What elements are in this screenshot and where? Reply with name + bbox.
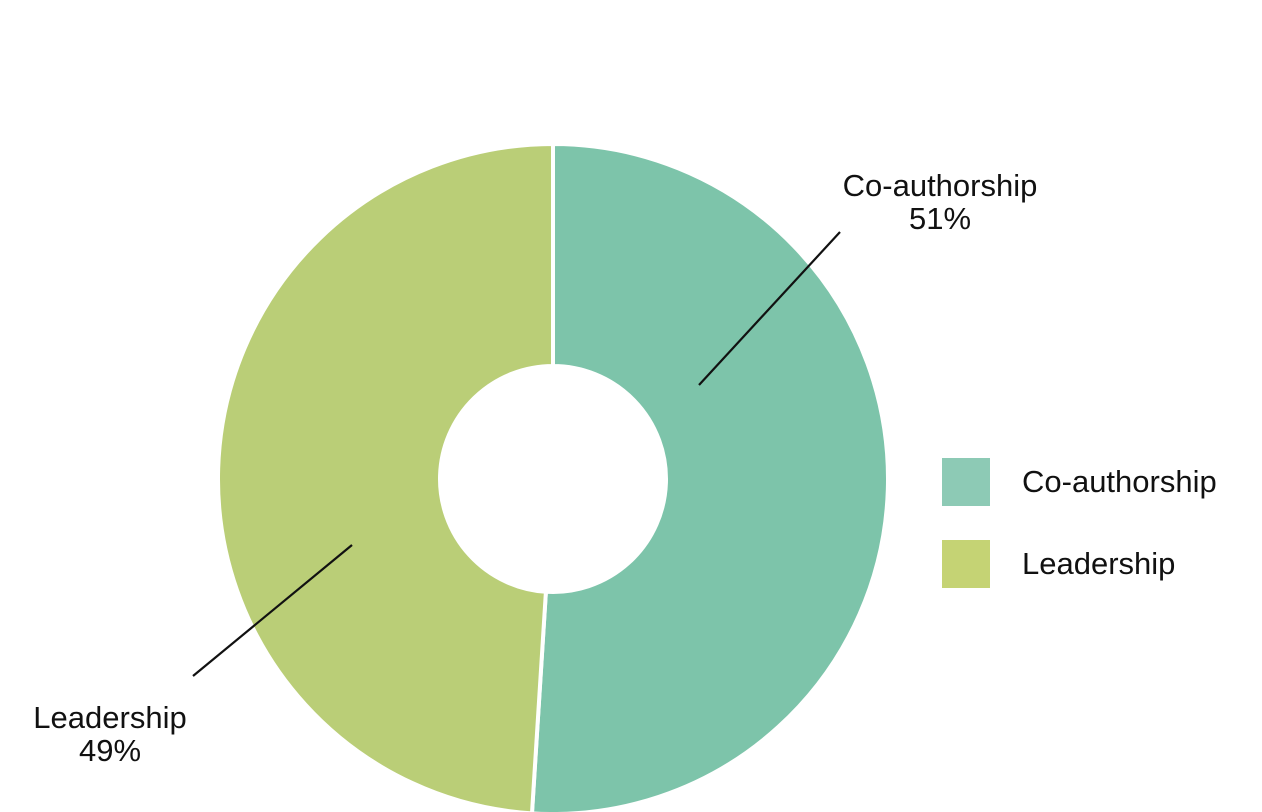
legend-item-co-authorship[interactable]: Co-authorship — [942, 458, 1217, 506]
leader-line-co-authorship — [698, 231, 841, 386]
data-label-name-co-authorship: Co-authorship — [843, 168, 1038, 203]
slice-leadership[interactable] — [216, 141, 555, 812]
legend-label-leadership: Leadership — [1022, 546, 1176, 581]
data-label-value-co-authorship: 51% — [909, 201, 971, 236]
slice-co-authorship[interactable] — [530, 141, 890, 812]
legend-swatch-leadership — [942, 540, 990, 588]
data-label-value-leadership: 49% — [79, 733, 141, 768]
leader-line-leadership — [192, 544, 353, 677]
legend: Co-authorship Leadership — [942, 458, 1217, 622]
legend-swatch-co-authorship — [942, 458, 990, 506]
legend-item-leadership[interactable]: Leadership — [942, 540, 1217, 588]
data-label-name-leadership: Leadership — [33, 700, 186, 735]
legend-label-co-authorship: Co-authorship — [1022, 464, 1217, 499]
